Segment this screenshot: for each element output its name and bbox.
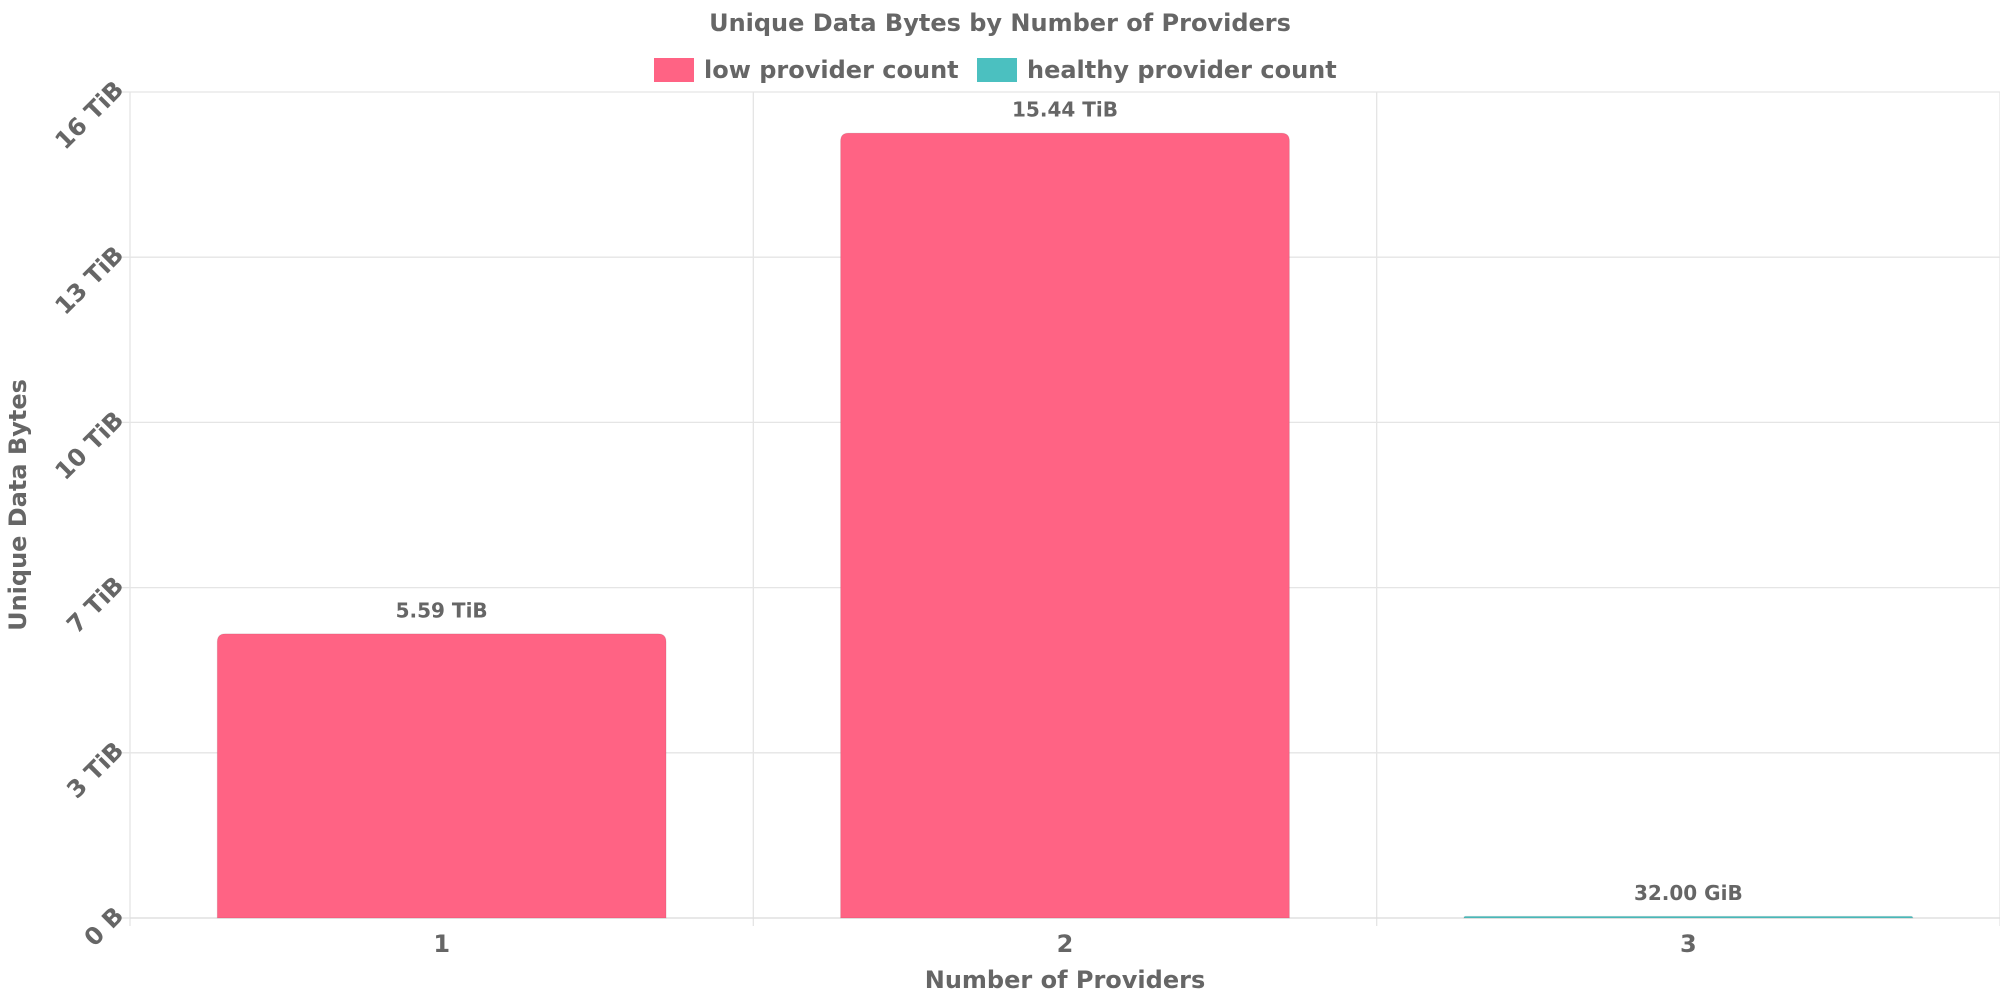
y-tick-label: 13 TiB [50,241,130,321]
data-label: 5.59 TiB [396,598,488,622]
y-tick-label: 0 B [79,901,129,951]
chart-title: Unique Data Bytes by Number of Providers [709,9,1291,37]
x-tick-label: 2 [1057,930,1074,958]
x-axis-title: Number of Providers [925,966,1205,994]
y-tick-label: 7 TiB [61,571,129,639]
legend-swatch [977,58,1017,82]
bar [216,633,667,919]
y-axis-title: Unique Data Bytes [4,379,32,631]
y-tick-label: 10 TiB [50,406,130,486]
legend-label: low provider count [704,56,959,84]
legend-swatch [654,58,694,82]
y-tick-label: 3 TiB [61,736,129,804]
y-tick-label: 16 TiB [50,75,130,155]
data-label: 15.44 TiB [1012,98,1118,122]
bar [1463,915,1914,919]
data-label: 32.00 GiB [1634,881,1743,905]
x-tick-label: 3 [1680,930,1697,958]
legend-label: healthy provider count [1027,56,1337,84]
bar [840,132,1290,919]
x-tick-label: 1 [433,930,450,958]
